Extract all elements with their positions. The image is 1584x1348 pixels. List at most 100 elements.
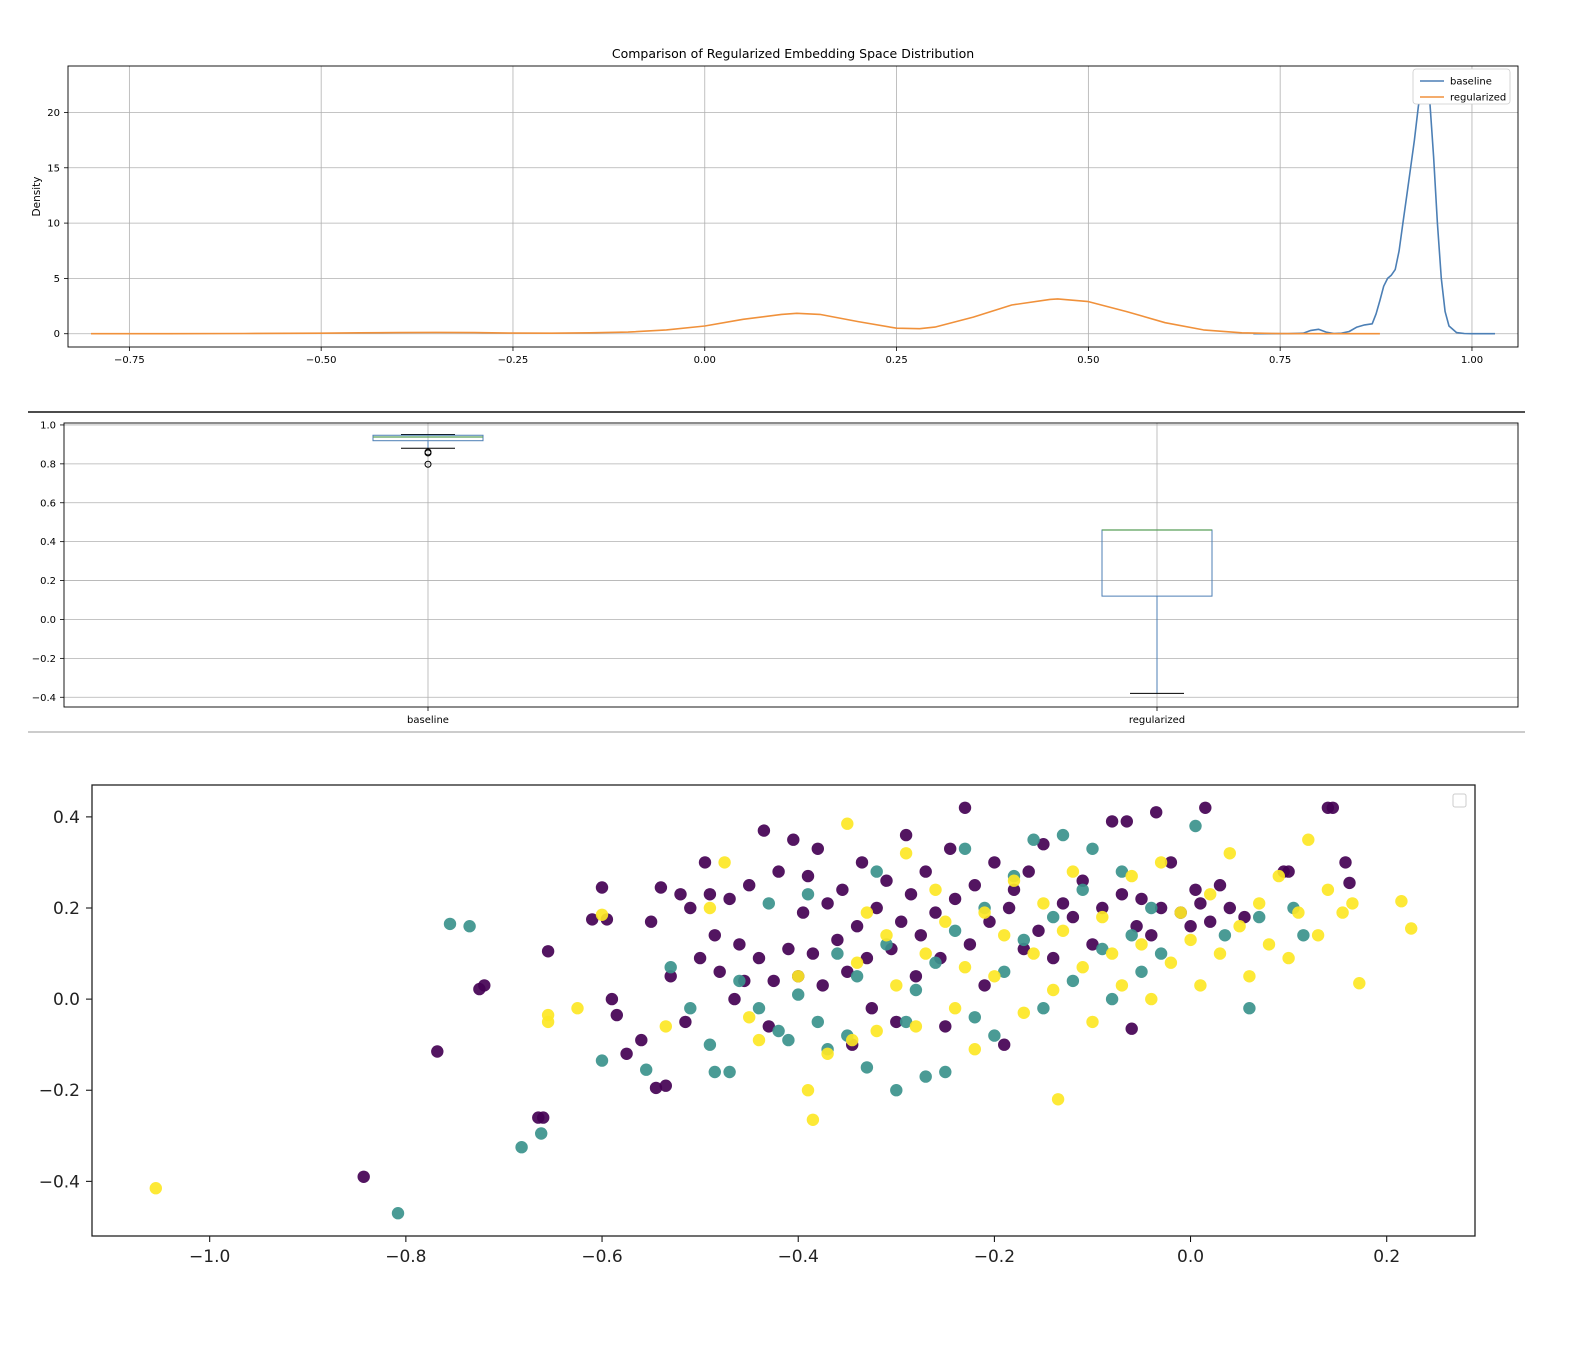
scatter-point	[919, 947, 932, 960]
plot-frame	[67, 65, 1519, 348]
scatter-point	[752, 951, 766, 965]
plot-frame	[63, 422, 1519, 708]
x-tick-label: 0.25	[885, 355, 907, 366]
scatter-point	[1194, 979, 1207, 992]
scatter-point	[1154, 901, 1168, 915]
outlier-point	[424, 460, 432, 468]
scatter-point	[909, 1020, 923, 1033]
scatter-point	[831, 933, 844, 947]
plot-frame	[91, 784, 1476, 1237]
outlier-point	[424, 449, 432, 457]
scatter-point	[890, 979, 903, 992]
scatter-point	[679, 1015, 692, 1029]
scatter-point	[811, 842, 824, 855]
x-tick-label: 0.2	[1373, 1247, 1400, 1267]
scatter-point	[767, 974, 780, 988]
scatter-point	[723, 1065, 736, 1079]
scatter-point	[605, 992, 619, 1006]
scatter-point	[850, 956, 864, 969]
scatter-point	[850, 970, 864, 983]
scatter-point	[978, 979, 991, 992]
empty-legend-box	[1452, 793, 1467, 808]
scatter-point	[1125, 929, 1138, 942]
scatter-point	[998, 1038, 1011, 1051]
scatter-point	[1395, 895, 1408, 908]
scatter-point	[391, 1207, 405, 1220]
scatter-point	[1037, 838, 1050, 851]
scatter-point	[635, 1033, 648, 1047]
series-0	[357, 801, 1356, 1184]
scatter-point	[1194, 897, 1207, 910]
scatter-point	[963, 938, 977, 951]
scatter-point	[1135, 892, 1148, 906]
scatter-point	[880, 938, 893, 951]
scatter-point	[1135, 938, 1148, 951]
scatter-point	[1027, 833, 1040, 846]
scatter-point	[1096, 942, 1109, 956]
series-1	[391, 819, 1310, 1220]
x-tick-label: 0.00	[694, 355, 716, 366]
scatter-point	[909, 983, 923, 997]
scatter-point	[1213, 879, 1227, 892]
scatter-point	[463, 920, 476, 933]
scatter-point	[1096, 910, 1109, 924]
y-tick-label: 15	[47, 163, 60, 174]
scatter-point	[762, 897, 775, 910]
scatter-point	[1105, 815, 1119, 828]
scatter-point	[1086, 938, 1099, 951]
y-tick-label: 0.4	[53, 808, 80, 828]
scatter-point	[1213, 947, 1227, 960]
x-tick-label: 1.00	[1461, 355, 1483, 366]
scatter-point	[1145, 929, 1158, 942]
scatter-point	[870, 865, 883, 878]
x-tick-label: −0.4	[778, 1247, 819, 1267]
scatter-point	[1105, 992, 1119, 1006]
scatter-point	[841, 817, 854, 830]
y-tick-label: 1.0	[40, 420, 56, 431]
scatter-point	[1022, 865, 1035, 878]
scatter-point	[1164, 956, 1178, 969]
scatter-point	[796, 906, 810, 919]
scatter-point	[610, 1008, 623, 1022]
scatter-point	[644, 915, 658, 928]
scatter-point	[1076, 874, 1089, 887]
scatter-point	[855, 856, 869, 869]
scatter-point	[1056, 897, 1070, 910]
legend-box	[1412, 68, 1511, 105]
scatter-point	[713, 965, 726, 978]
scatter-point	[890, 1015, 903, 1029]
scatter-point	[772, 1024, 785, 1038]
scatter-point	[1135, 965, 1148, 978]
scatter-point	[1105, 947, 1119, 960]
x-tick-label: 0.50	[1077, 355, 1099, 366]
scatter-point	[728, 992, 741, 1006]
scatter-point	[899, 1015, 913, 1029]
scatter-point	[1002, 901, 1016, 915]
x-tick-label: −0.8	[385, 1247, 426, 1267]
scatter-point	[1253, 910, 1266, 924]
scatter-point	[1086, 842, 1099, 855]
scatter-point	[654, 881, 668, 894]
scatter-point	[782, 942, 795, 956]
y-tick-label: 20	[47, 108, 60, 119]
scatter-point	[1297, 929, 1310, 942]
scatter-point	[1218, 929, 1232, 942]
scatter-point	[792, 988, 805, 1001]
y-tick-label: 0.6	[40, 498, 56, 509]
scatter-point	[1184, 920, 1197, 933]
scatter-point	[821, 1047, 834, 1061]
scatter-point	[1037, 897, 1050, 910]
scatter-point	[983, 915, 996, 928]
scatter-point	[948, 1002, 962, 1015]
scatter-point	[1262, 938, 1276, 951]
scatter-point	[1233, 920, 1246, 933]
scatter-point	[1243, 970, 1256, 983]
scatter-point	[1047, 983, 1060, 997]
scatter-point	[968, 879, 981, 892]
scatter-point	[939, 1020, 952, 1033]
scatter-point	[1007, 874, 1021, 887]
scatter-point	[801, 1084, 815, 1097]
scatter-point	[948, 892, 962, 906]
scatter-point	[944, 842, 957, 855]
